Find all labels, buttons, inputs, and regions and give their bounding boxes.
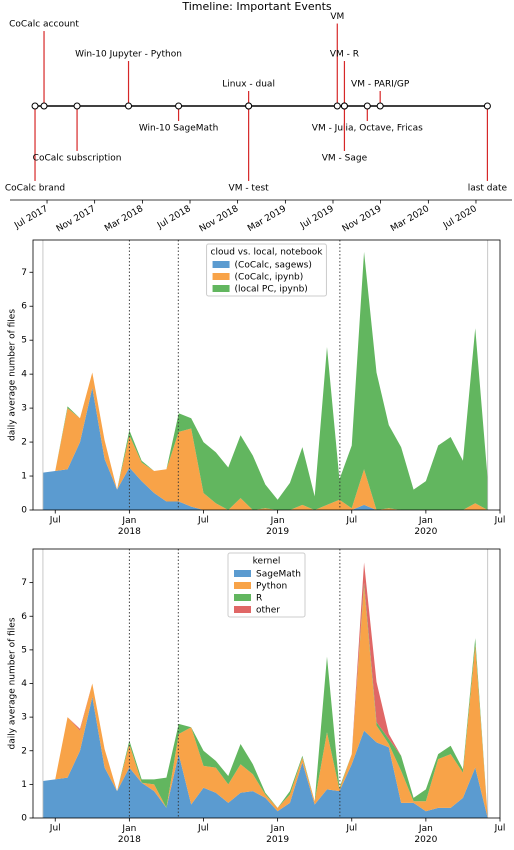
event-marker [376, 102, 384, 110]
legend-label: (local PC, ipynb) [235, 285, 308, 295]
legend-swatch [212, 261, 230, 268]
y-tick-label: 2 [21, 438, 27, 448]
x-tick-label: Mar 2020 [389, 204, 431, 234]
event-label: CoCalc brand [5, 183, 65, 193]
y-tick-label: 5 [21, 645, 27, 655]
legend-swatch [234, 582, 251, 589]
x-tick-label: Mar 2019 [246, 204, 288, 234]
y-tick-label: 1 [21, 472, 27, 482]
legend-swatch [234, 570, 251, 577]
legend-swatch [212, 273, 230, 280]
y-tick-label: 2 [21, 746, 27, 756]
event-label: Win-10 Jupyter - Python [75, 50, 182, 60]
y-tick-label: 6 [21, 612, 27, 622]
event-marker [73, 102, 81, 110]
x-tick-label: Jul [345, 516, 357, 526]
area-series [42, 387, 488, 510]
event-label: VM - R [330, 50, 359, 60]
legend-label: Python [256, 582, 287, 592]
event-label: CoCalc subscription [33, 153, 122, 163]
y-tick-label: 5 [21, 336, 27, 346]
chart-title: Timeline: Important Events [181, 0, 332, 13]
y-axis-label: daily average number of files [8, 309, 18, 441]
x-tick-label: Jul 2017 [12, 204, 50, 231]
y-tick-label: 4 [21, 370, 27, 380]
x-tick-label: Jul [197, 516, 209, 526]
event-label: VM [330, 12, 344, 22]
y-tick-label: 4 [21, 679, 27, 689]
legend-swatch [234, 606, 251, 613]
event-label: CoCalc account [9, 20, 79, 30]
x-tick-label: Jul [494, 824, 506, 834]
legend-title: cloud vs. local, notebook [211, 248, 324, 258]
y-tick-label: 6 [21, 302, 27, 312]
event-marker [483, 102, 491, 110]
y-tick-label: 0 [21, 506, 27, 516]
legend-label: (CoCalc, sagews) [235, 261, 312, 271]
x-tick-label: Jul [197, 824, 209, 834]
x-tick-label: Jul [345, 824, 357, 834]
x-tick-label: Jul 2018 [155, 204, 193, 232]
legend: cloud vs. local, notebook (CoCalc, sagews… [206, 243, 327, 297]
event-marker [40, 102, 48, 110]
event-label: VM - PARI/GP [351, 80, 410, 90]
legend-label: (CoCalc, ipynb) [235, 273, 304, 283]
event-label: VM - Sage [322, 153, 368, 163]
x-tick-label: Jan 2018 [118, 516, 141, 537]
legend-label: SageMath [256, 570, 301, 580]
y-tick-label: 3 [21, 404, 27, 414]
x-tick-label: Jul 2020 [441, 204, 479, 232]
legend-box [206, 243, 327, 297]
event-label: VM - Julia, Octave, Fricas [312, 123, 423, 133]
x-tick-label: Jan 2019 [266, 824, 289, 845]
x-tick-label: Jan 2018 [118, 824, 141, 845]
x-tick-label: Jul 2019 [298, 204, 336, 232]
x-tick-label: Nov 2017 [55, 204, 98, 234]
x-tick-label: Nov 2019 [341, 204, 384, 234]
event-marker [125, 102, 133, 110]
plot-area [42, 549, 489, 818]
x-tick-label: Nov 2018 [198, 204, 241, 234]
x-tick-label: Mar 2018 [103, 204, 145, 234]
x-tick-label: Jul [49, 516, 61, 526]
x-tick-label: Jan 2020 [414, 824, 437, 845]
y-tick-label: 7 [21, 268, 27, 278]
area-series [42, 696, 488, 818]
area-series [42, 372, 488, 510]
event-label: Win-10 SageMath [139, 123, 218, 133]
legend-label: R [256, 594, 262, 604]
x-tick-label: Jan 2019 [266, 516, 289, 537]
y-tick-label: 3 [21, 713, 27, 723]
event-marker [31, 102, 39, 110]
y-tick-label: 1 [21, 780, 27, 790]
legend-swatch [212, 285, 230, 292]
event-label: VM - test [229, 183, 270, 193]
area-series [42, 251, 488, 510]
legend-label: other [256, 606, 280, 616]
y-tick-label: 0 [21, 814, 27, 824]
event-label: last date [468, 183, 508, 193]
x-tick-label: Jul [49, 824, 61, 834]
area-series [42, 585, 488, 818]
event-marker [245, 102, 253, 110]
legend-title: kernel [253, 557, 281, 567]
event-marker [175, 102, 183, 110]
event-marker [333, 102, 341, 110]
event-marker [363, 102, 371, 110]
x-tick-label: Jul [494, 516, 506, 526]
x-tick-label: Jan 2020 [414, 516, 437, 537]
event-marker [340, 102, 348, 110]
y-tick-label: 7 [21, 578, 27, 588]
plot-frame [32, 239, 501, 511]
event-label: Linux - dual [222, 80, 275, 90]
y-axis-label: daily average number of files [8, 617, 18, 749]
plot-area [42, 240, 489, 510]
legend-swatch [234, 594, 251, 601]
